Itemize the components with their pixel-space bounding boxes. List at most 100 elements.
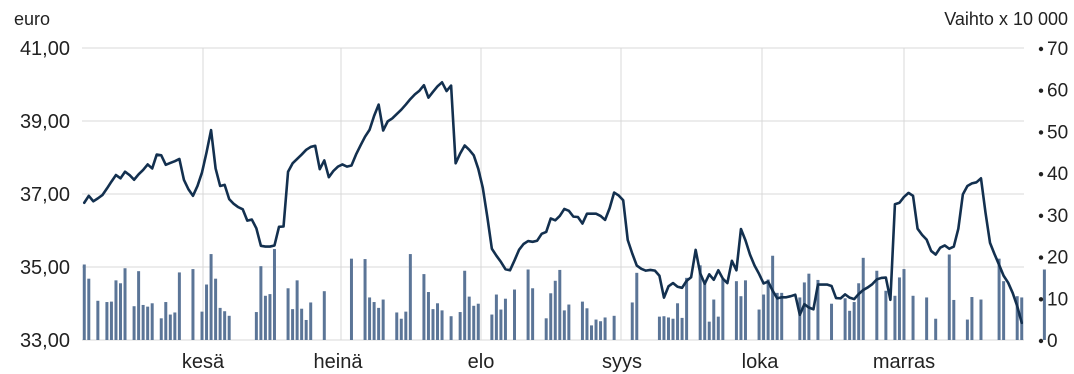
volume-bar — [947, 254, 951, 340]
volume-bar — [1015, 296, 1019, 340]
volume-bar — [119, 283, 122, 340]
volume-bar — [558, 269, 562, 340]
right-tick-dot — [1038, 88, 1044, 93]
volume-bar — [802, 282, 806, 340]
right-tick-label: 30 — [1047, 206, 1068, 227]
volume-bar — [771, 255, 775, 340]
volume-bar — [449, 316, 453, 340]
volume-bar — [150, 303, 154, 340]
volume-bar — [893, 295, 897, 340]
volume-bar — [395, 312, 399, 340]
volume-bar — [404, 311, 408, 340]
volume-bar — [671, 318, 675, 340]
volume-bar — [408, 254, 412, 340]
volume-bar — [463, 270, 467, 340]
right-tick-dot — [1038, 171, 1044, 177]
volume-bar — [762, 294, 766, 340]
volume-bar — [218, 307, 222, 340]
volume-bar — [137, 271, 141, 340]
volume-bar — [399, 318, 403, 340]
left-tick-label: 37,00 — [20, 184, 70, 206]
volume-bar — [426, 292, 430, 340]
volume-bar — [205, 284, 209, 340]
volume-bar — [1002, 281, 1006, 340]
month-label: elo — [468, 351, 495, 373]
volume-bar — [934, 318, 938, 340]
volume-bar — [209, 254, 213, 340]
right-tick-label: 70 — [1047, 39, 1068, 60]
price-series-line — [82, 81, 1024, 325]
volume-bar — [87, 278, 91, 340]
volume-bar — [164, 302, 168, 340]
volume-bar — [925, 297, 929, 340]
right-tick-label: 10 — [1047, 289, 1068, 310]
volume-bar — [440, 310, 444, 340]
volume-bar — [970, 297, 974, 340]
volume-bar — [499, 309, 503, 340]
volume-bar — [739, 296, 743, 340]
volume-bar — [173, 312, 177, 340]
month-label: heinä — [314, 351, 364, 373]
price-line — [82, 81, 1024, 325]
left-tick-label: 33,00 — [20, 330, 70, 352]
volume-bar — [848, 310, 852, 340]
month-label: marras — [873, 351, 935, 373]
volume-bars — [82, 249, 1046, 340]
volume-bar — [263, 295, 267, 340]
volume-bar — [132, 306, 136, 340]
volume-bar — [766, 279, 770, 340]
volume-bar — [594, 319, 598, 340]
volume-bar — [549, 293, 553, 340]
volume-bar — [585, 308, 589, 340]
volume-bar — [286, 288, 290, 340]
volume-bar — [422, 274, 426, 340]
volume-bar — [657, 316, 661, 340]
volume-bar — [300, 308, 304, 340]
volume-bar — [590, 325, 593, 340]
right-tick-label: 60 — [1047, 81, 1068, 102]
volume-bar — [214, 278, 218, 340]
volume-bar — [272, 249, 276, 340]
volume-bar — [436, 303, 440, 340]
volume-bar — [458, 312, 462, 340]
volume-bar — [680, 317, 684, 340]
volume-bar — [377, 307, 381, 340]
volume-bar — [635, 272, 639, 340]
right-axis: 70 60 50 40 30 20 10 0 — [1038, 39, 1068, 352]
volume-bar — [743, 280, 747, 340]
volume-bar — [897, 277, 901, 340]
volume-bar — [630, 302, 634, 340]
volume-bar — [494, 294, 498, 340]
volume-bar — [816, 279, 820, 340]
right-tick-label: 50 — [1047, 122, 1068, 143]
volume-bar — [159, 318, 163, 340]
volume-bar — [227, 315, 231, 340]
volume-bar — [322, 291, 326, 340]
volume-bar — [513, 289, 516, 340]
volume-bar — [82, 264, 86, 340]
volume-bar — [843, 298, 847, 340]
volume-bar — [381, 299, 385, 340]
volume-bar — [96, 300, 100, 340]
volume-bar — [141, 304, 145, 340]
volume-bar — [965, 319, 969, 340]
volume-bar — [703, 281, 707, 340]
right-tick-dot — [1038, 46, 1044, 52]
volume-bar — [716, 316, 720, 340]
volume-bar — [146, 306, 150, 340]
volume-bar — [685, 277, 689, 340]
volume-bar — [254, 312, 258, 340]
volume-bar — [979, 299, 983, 340]
volume-bar — [472, 305, 476, 340]
volume-bar — [526, 269, 530, 340]
volume-bar — [676, 303, 680, 340]
volume-bar — [734, 281, 738, 340]
volume-bar — [780, 292, 784, 340]
left-axis-title: euro — [14, 9, 50, 29]
volume-bar — [105, 302, 109, 340]
volume-bar — [562, 310, 566, 340]
volume-bar — [612, 315, 616, 340]
left-tick-label: 41,00 — [20, 38, 70, 60]
volume-bar — [757, 309, 761, 340]
